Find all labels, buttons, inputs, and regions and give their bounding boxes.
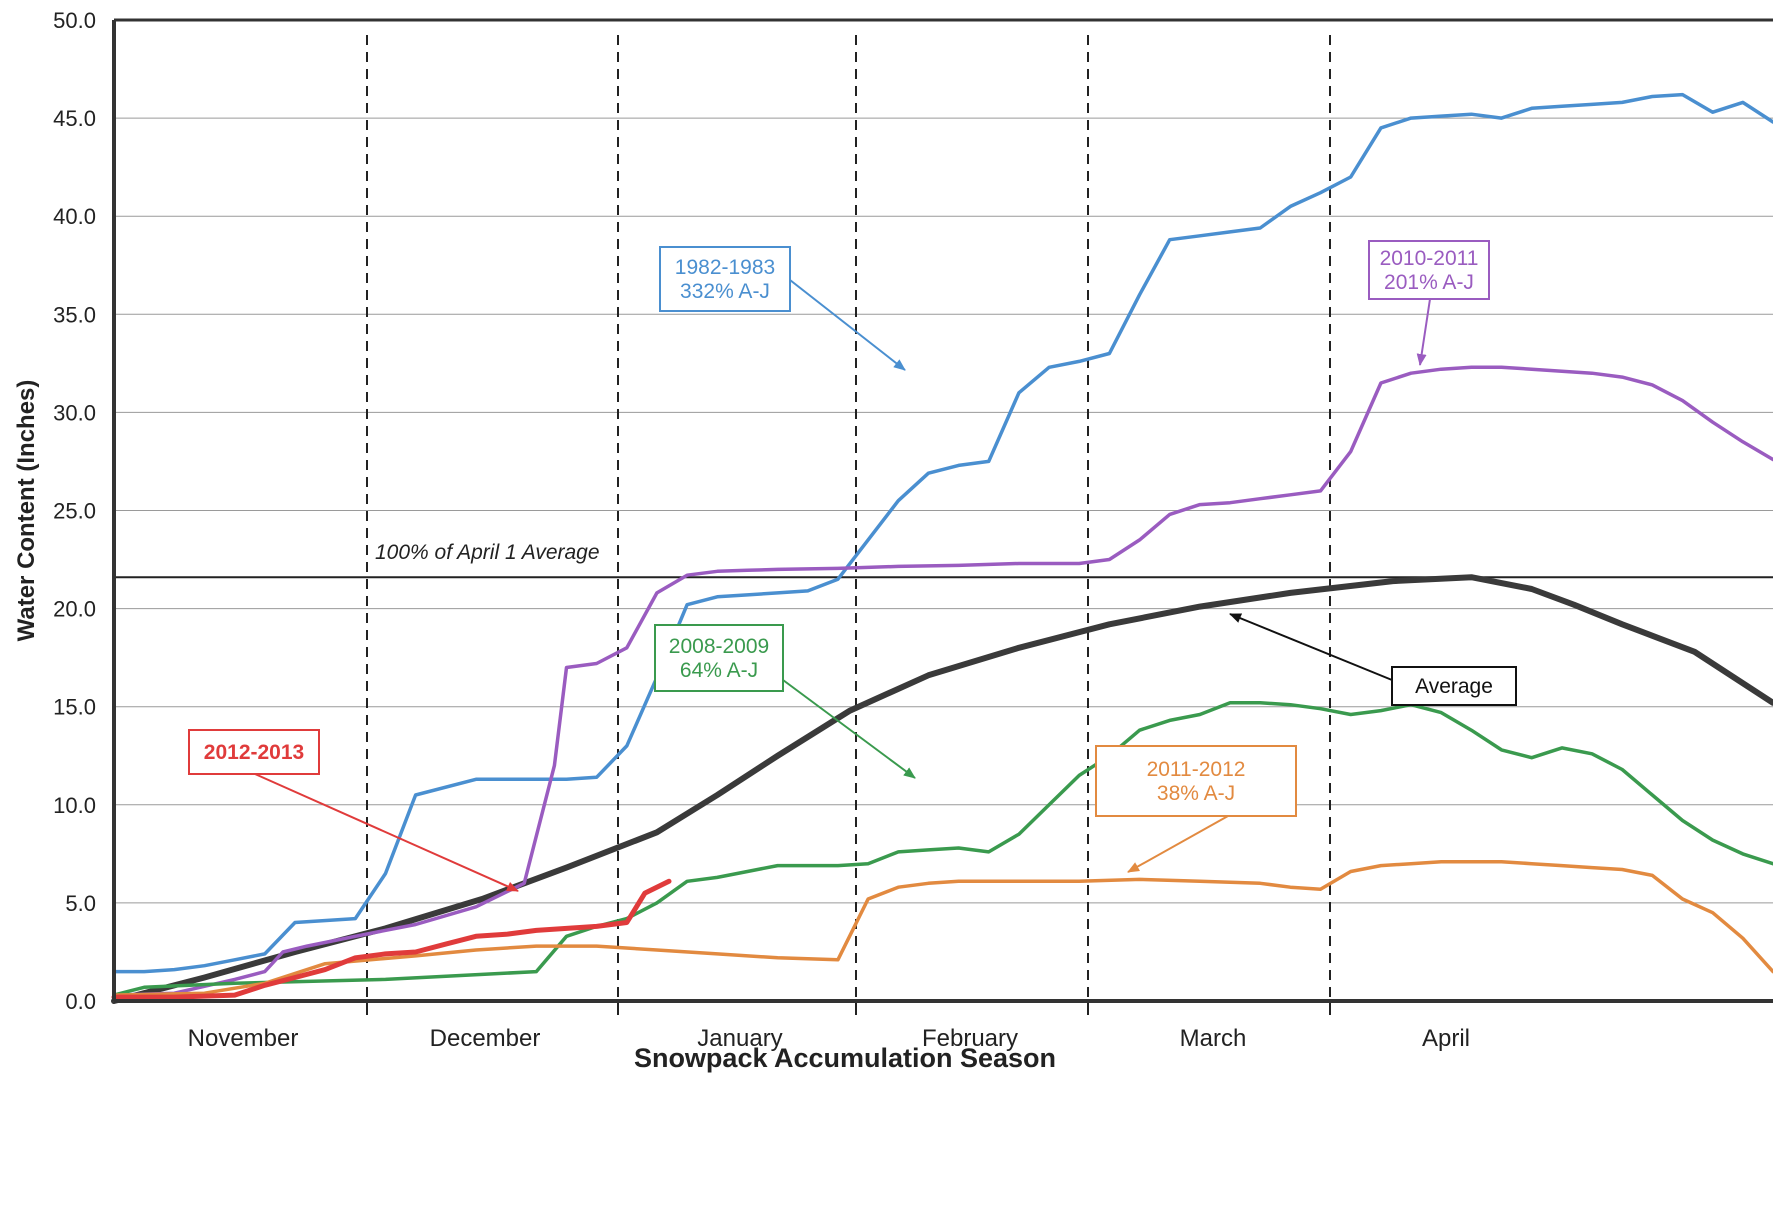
month-label-november: November <box>188 1025 299 1052</box>
y-tick-label: 0.0 <box>65 989 96 1014</box>
month-label-january: January <box>697 1025 782 1052</box>
gridlines <box>114 117 1773 904</box>
callout-arrow-average <box>1229 613 1393 681</box>
month-label-december: December <box>430 1025 541 1052</box>
callout-box-2008-2009 <box>654 624 784 692</box>
axes: 0.0 5.0 10.0 15.0 20.0 25.0 30.0 35.0 40.0 45.0 50… <box>53 8 1773 1052</box>
y-tick-label: 50.0 <box>53 8 96 33</box>
callout-label-2012-2013: 2012-2013 <box>204 741 304 764</box>
callout-label-2011-2012: 38% A-J <box>1157 782 1235 805</box>
y-tick-label: 25.0 <box>53 499 96 524</box>
callout-box-2011-2012 <box>1095 745 1297 817</box>
axis-labels: Snowpack Accumulation Season Water Conte… <box>13 380 1056 1073</box>
callout-label-1982-1983: 332% A-J <box>680 280 770 303</box>
callout-box-average <box>1391 666 1517 706</box>
series-line-2010-2011 <box>112 365 1773 997</box>
callout-label-1982-1983: 1982-1983 <box>675 256 775 279</box>
reference-line: 100% of April 1 Average <box>114 541 1773 579</box>
callout-label-2010-2011: 201% A-J <box>1384 271 1474 294</box>
callout-label-2010-2011: 2010-2011 <box>1380 247 1479 270</box>
callout-box-1982-1983 <box>659 246 791 312</box>
y-tick-label: 45.0 <box>53 106 96 131</box>
callout-arrow-2008-2009 <box>782 679 916 779</box>
series-line-2012-2013 <box>111 878 672 1000</box>
callout-arrow-1982-1983 <box>789 279 906 371</box>
callout-label-average: Average <box>1415 675 1493 698</box>
month-label-april: April <box>1422 1025 1470 1052</box>
callout-box-2012-2013 <box>188 729 320 775</box>
y-tick-label: 10.0 <box>53 793 96 818</box>
y-tick-label: 35.0 <box>53 302 96 327</box>
y-tick-label: 15.0 <box>53 695 96 720</box>
month-dividers <box>366 35 1331 1001</box>
y-tick-label: 30.0 <box>53 400 96 425</box>
callout-box-2010-2011 <box>1368 240 1490 300</box>
series-line-2011-2012 <box>112 859 1773 997</box>
series-line-1982-1983 <box>112 92 1773 974</box>
callout-label-2008-2009: 2008-2009 <box>669 635 769 658</box>
y-tick-label: 40.0 <box>53 204 96 229</box>
y-tick-label: 5.0 <box>65 891 96 916</box>
y-tick-label: 20.0 <box>53 597 96 622</box>
y-axis-title: Water Content (Inches) <box>13 380 40 642</box>
callout-arrow-2011-2012 <box>1127 815 1229 873</box>
series-line-average <box>111 574 1773 1004</box>
x-axis-title: Snowpack Accumulation Season <box>634 1043 1056 1073</box>
reference-line-label: 100% of April 1 Average <box>375 541 600 564</box>
callout-label-2011-2012: 2011-2012 <box>1147 758 1246 781</box>
callout-arrow-2010-2011 <box>1416 298 1431 366</box>
callout-arrow-2012-2013 <box>254 773 519 892</box>
month-label-march: March <box>1180 1025 1247 1052</box>
callout-label-2008-2009: 64% A-J <box>680 659 758 682</box>
month-label-february: February <box>922 1025 1018 1052</box>
